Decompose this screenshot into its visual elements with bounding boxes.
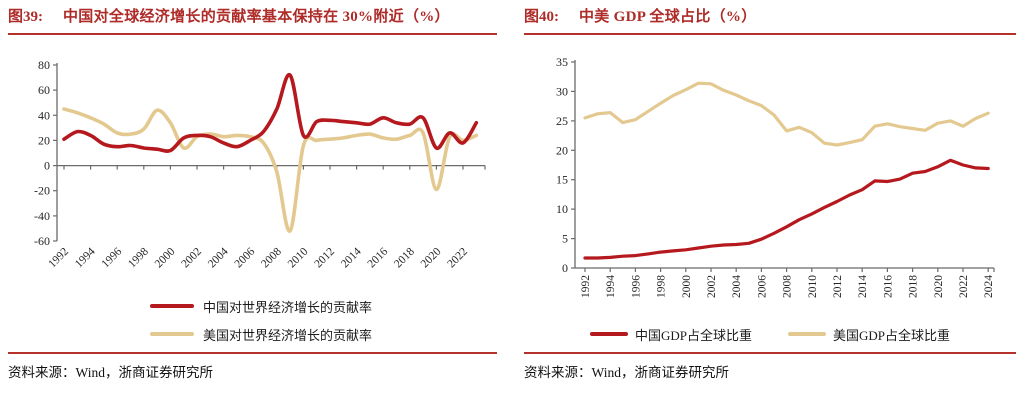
svg-text:1992: 1992: [46, 245, 71, 270]
svg-text:2008: 2008: [259, 245, 284, 270]
svg-text:-60: -60: [34, 234, 50, 248]
svg-text:2002: 2002: [706, 274, 718, 297]
svg-text:30: 30: [556, 84, 568, 98]
figure-39-title: 中国对全球经济增长的贡献率基本保持在 30%附近（%）: [63, 9, 450, 25]
svg-text:20: 20: [38, 133, 50, 147]
figure-39-legend: 中国对世界经济增长的贡献率 美国对世界经济增长的贡献率: [8, 297, 497, 344]
figure-39-source-divider: [8, 352, 497, 354]
legend-label-us-contribution: 美国对世界经济增长的贡献率: [203, 327, 373, 343]
figure-39-source-text: 资料来源：Wind，浙商证券研究所: [8, 365, 213, 380]
svg-text:2000: 2000: [153, 245, 178, 270]
svg-text:1996: 1996: [630, 274, 642, 297]
svg-text:80: 80: [38, 58, 50, 72]
svg-text:2010: 2010: [807, 274, 819, 297]
svg-text:20: 20: [556, 143, 568, 157]
svg-text:2000: 2000: [681, 274, 693, 297]
svg-text:2018: 2018: [392, 245, 417, 270]
svg-text:2010: 2010: [286, 245, 311, 270]
svg-text:2020: 2020: [419, 245, 444, 270]
svg-text:0: 0: [44, 158, 50, 172]
china-line-swatch-icon: [589, 332, 628, 336]
svg-text:40: 40: [38, 108, 50, 122]
figure-40-source-text: 资料来源：Wind，浙商证券研究所: [524, 365, 729, 380]
svg-text:2004: 2004: [731, 274, 743, 297]
svg-text:2006: 2006: [233, 245, 258, 270]
figure-40-panel: 图40: 中美 GDP 全球占比（%） 35 30 25 20 15 10 5 0 1992 19…: [524, 8, 1016, 398]
svg-text:1992: 1992: [580, 274, 592, 297]
svg-text:2014: 2014: [339, 245, 364, 270]
legend-item-us-gdp-share: 美国GDP占全球比重: [788, 325, 950, 344]
figure-40-title-underline: [524, 32, 1016, 35]
figure-39-tag: 图39:: [8, 9, 43, 25]
legend-item-china-gdp-share: 中国GDP占全球比重: [589, 325, 752, 344]
figure-39-panel: 图39: 中国对全球经济增长的贡献率基本保持在 30%附近（%） 80 60 40 2…: [8, 8, 497, 398]
svg-text:2002: 2002: [179, 245, 204, 270]
svg-text:1998: 1998: [126, 245, 151, 270]
svg-text:5: 5: [562, 231, 568, 245]
svg-text:2014: 2014: [857, 274, 869, 297]
svg-text:2012: 2012: [312, 245, 337, 270]
legend-item-china-contribution: 中国对世界经济增长的贡献率: [150, 297, 497, 316]
svg-text:1996: 1996: [100, 245, 125, 270]
svg-text:0: 0: [562, 261, 568, 275]
figure-39-title-underline: [8, 32, 497, 35]
svg-text:1994: 1994: [605, 274, 617, 297]
svg-text:2020: 2020: [933, 274, 945, 297]
svg-text:25: 25: [556, 113, 568, 127]
svg-text:2012: 2012: [832, 274, 844, 297]
svg-text:2004: 2004: [206, 245, 231, 270]
us-line-swatch-icon: [788, 332, 826, 336]
svg-text:2018: 2018: [908, 274, 920, 297]
svg-text:-40: -40: [34, 208, 50, 222]
figure-39-header: 图39: 中国对全球经济增长的贡献率基本保持在 30%附近（%）: [8, 8, 497, 28]
svg-text:1994: 1994: [73, 245, 98, 270]
svg-text:35: 35: [556, 55, 568, 69]
figure-40-header: 图40: 中美 GDP 全球占比（%）: [524, 8, 1016, 28]
figure-40-line-chart: 35 30 25 20 15 10 5 0 1992 1994 1996 1998 2000 2002 20…: [556, 55, 995, 298]
svg-text:10: 10: [556, 202, 568, 216]
svg-text:2022: 2022: [445, 245, 470, 270]
legend-label-us-gdp-share: 美国GDP占全球比重: [833, 327, 951, 343]
svg-text:2024: 2024: [983, 274, 995, 297]
legend-item-us-contribution: 美国对世界经济增长的贡献率: [150, 325, 497, 344]
figure-40-legend: 中国GDP占全球比重 美国GDP占全球比重: [524, 325, 1016, 344]
svg-text:15: 15: [556, 172, 568, 186]
figure-40-tag: 图40:: [524, 9, 559, 25]
svg-text:2016: 2016: [366, 245, 391, 270]
figure-40-source-divider: [524, 352, 1016, 354]
svg-text:2008: 2008: [782, 274, 794, 297]
svg-text:2006: 2006: [756, 274, 768, 297]
figure-40-title: 中美 GDP 全球占比（%）: [579, 9, 757, 25]
svg-text:-20: -20: [34, 183, 50, 197]
legend-label-china-contribution: 中国对世界经济增长的贡献率: [203, 299, 373, 315]
svg-text:2016: 2016: [882, 274, 894, 297]
svg-text:60: 60: [38, 83, 50, 97]
china-line-swatch-icon: [150, 304, 194, 308]
svg-text:2022: 2022: [958, 274, 970, 297]
us-line-swatch-icon: [150, 332, 194, 336]
legend-label-china-gdp-share: 中国GDP占全球比重: [634, 327, 752, 343]
svg-text:1998: 1998: [656, 274, 668, 297]
